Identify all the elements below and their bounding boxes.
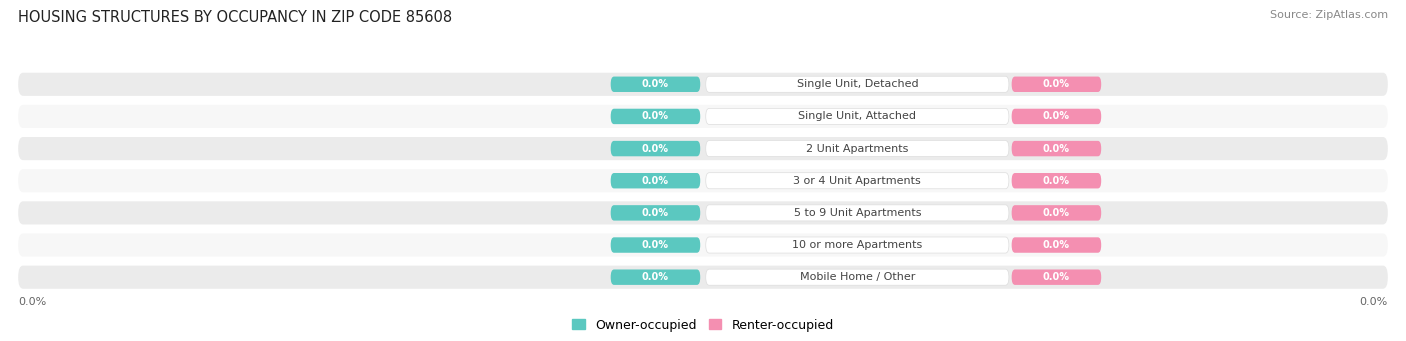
Text: 5 to 9 Unit Apartments: 5 to 9 Unit Apartments [793, 208, 921, 218]
FancyBboxPatch shape [18, 73, 1388, 96]
FancyBboxPatch shape [706, 205, 1010, 221]
Text: 0.0%: 0.0% [18, 297, 46, 307]
FancyBboxPatch shape [18, 201, 1388, 224]
FancyBboxPatch shape [18, 137, 1388, 160]
FancyBboxPatch shape [610, 205, 700, 221]
Text: 0.0%: 0.0% [643, 240, 669, 250]
Text: 0.0%: 0.0% [1043, 112, 1070, 121]
FancyBboxPatch shape [1012, 269, 1101, 285]
Text: Single Unit, Attached: Single Unit, Attached [799, 112, 917, 121]
Text: 0.0%: 0.0% [1043, 240, 1070, 250]
Text: 3 or 4 Unit Apartments: 3 or 4 Unit Apartments [793, 176, 921, 186]
Legend: Owner-occupied, Renter-occupied: Owner-occupied, Renter-occupied [568, 313, 838, 337]
FancyBboxPatch shape [706, 173, 1010, 189]
FancyBboxPatch shape [1012, 141, 1101, 156]
FancyBboxPatch shape [706, 108, 1010, 124]
Text: 0.0%: 0.0% [1043, 208, 1070, 218]
Text: 0.0%: 0.0% [1043, 272, 1070, 282]
FancyBboxPatch shape [610, 269, 700, 285]
Text: 2 Unit Apartments: 2 Unit Apartments [806, 144, 908, 153]
Text: 0.0%: 0.0% [643, 208, 669, 218]
Text: 0.0%: 0.0% [643, 112, 669, 121]
FancyBboxPatch shape [18, 169, 1388, 192]
FancyBboxPatch shape [610, 141, 700, 156]
Text: 10 or more Apartments: 10 or more Apartments [792, 240, 922, 250]
Text: Mobile Home / Other: Mobile Home / Other [800, 272, 915, 282]
Text: 0.0%: 0.0% [1043, 144, 1070, 153]
FancyBboxPatch shape [1012, 109, 1101, 124]
Text: 0.0%: 0.0% [1360, 297, 1388, 307]
FancyBboxPatch shape [18, 234, 1388, 257]
FancyBboxPatch shape [706, 237, 1010, 253]
FancyBboxPatch shape [706, 269, 1010, 285]
Text: 0.0%: 0.0% [1043, 79, 1070, 89]
FancyBboxPatch shape [1012, 173, 1101, 189]
FancyBboxPatch shape [1012, 205, 1101, 221]
Text: HOUSING STRUCTURES BY OCCUPANCY IN ZIP CODE 85608: HOUSING STRUCTURES BY OCCUPANCY IN ZIP C… [18, 10, 453, 25]
Text: 0.0%: 0.0% [1043, 176, 1070, 186]
Text: 0.0%: 0.0% [643, 144, 669, 153]
FancyBboxPatch shape [18, 266, 1388, 289]
FancyBboxPatch shape [706, 76, 1010, 92]
Text: 0.0%: 0.0% [643, 79, 669, 89]
FancyBboxPatch shape [706, 140, 1010, 157]
FancyBboxPatch shape [18, 105, 1388, 128]
FancyBboxPatch shape [1012, 77, 1101, 92]
Text: 0.0%: 0.0% [643, 176, 669, 186]
Text: Single Unit, Detached: Single Unit, Detached [797, 79, 918, 89]
FancyBboxPatch shape [610, 237, 700, 253]
FancyBboxPatch shape [610, 77, 700, 92]
FancyBboxPatch shape [1012, 237, 1101, 253]
Text: 0.0%: 0.0% [643, 272, 669, 282]
Text: Source: ZipAtlas.com: Source: ZipAtlas.com [1270, 10, 1388, 20]
FancyBboxPatch shape [610, 173, 700, 189]
FancyBboxPatch shape [610, 109, 700, 124]
